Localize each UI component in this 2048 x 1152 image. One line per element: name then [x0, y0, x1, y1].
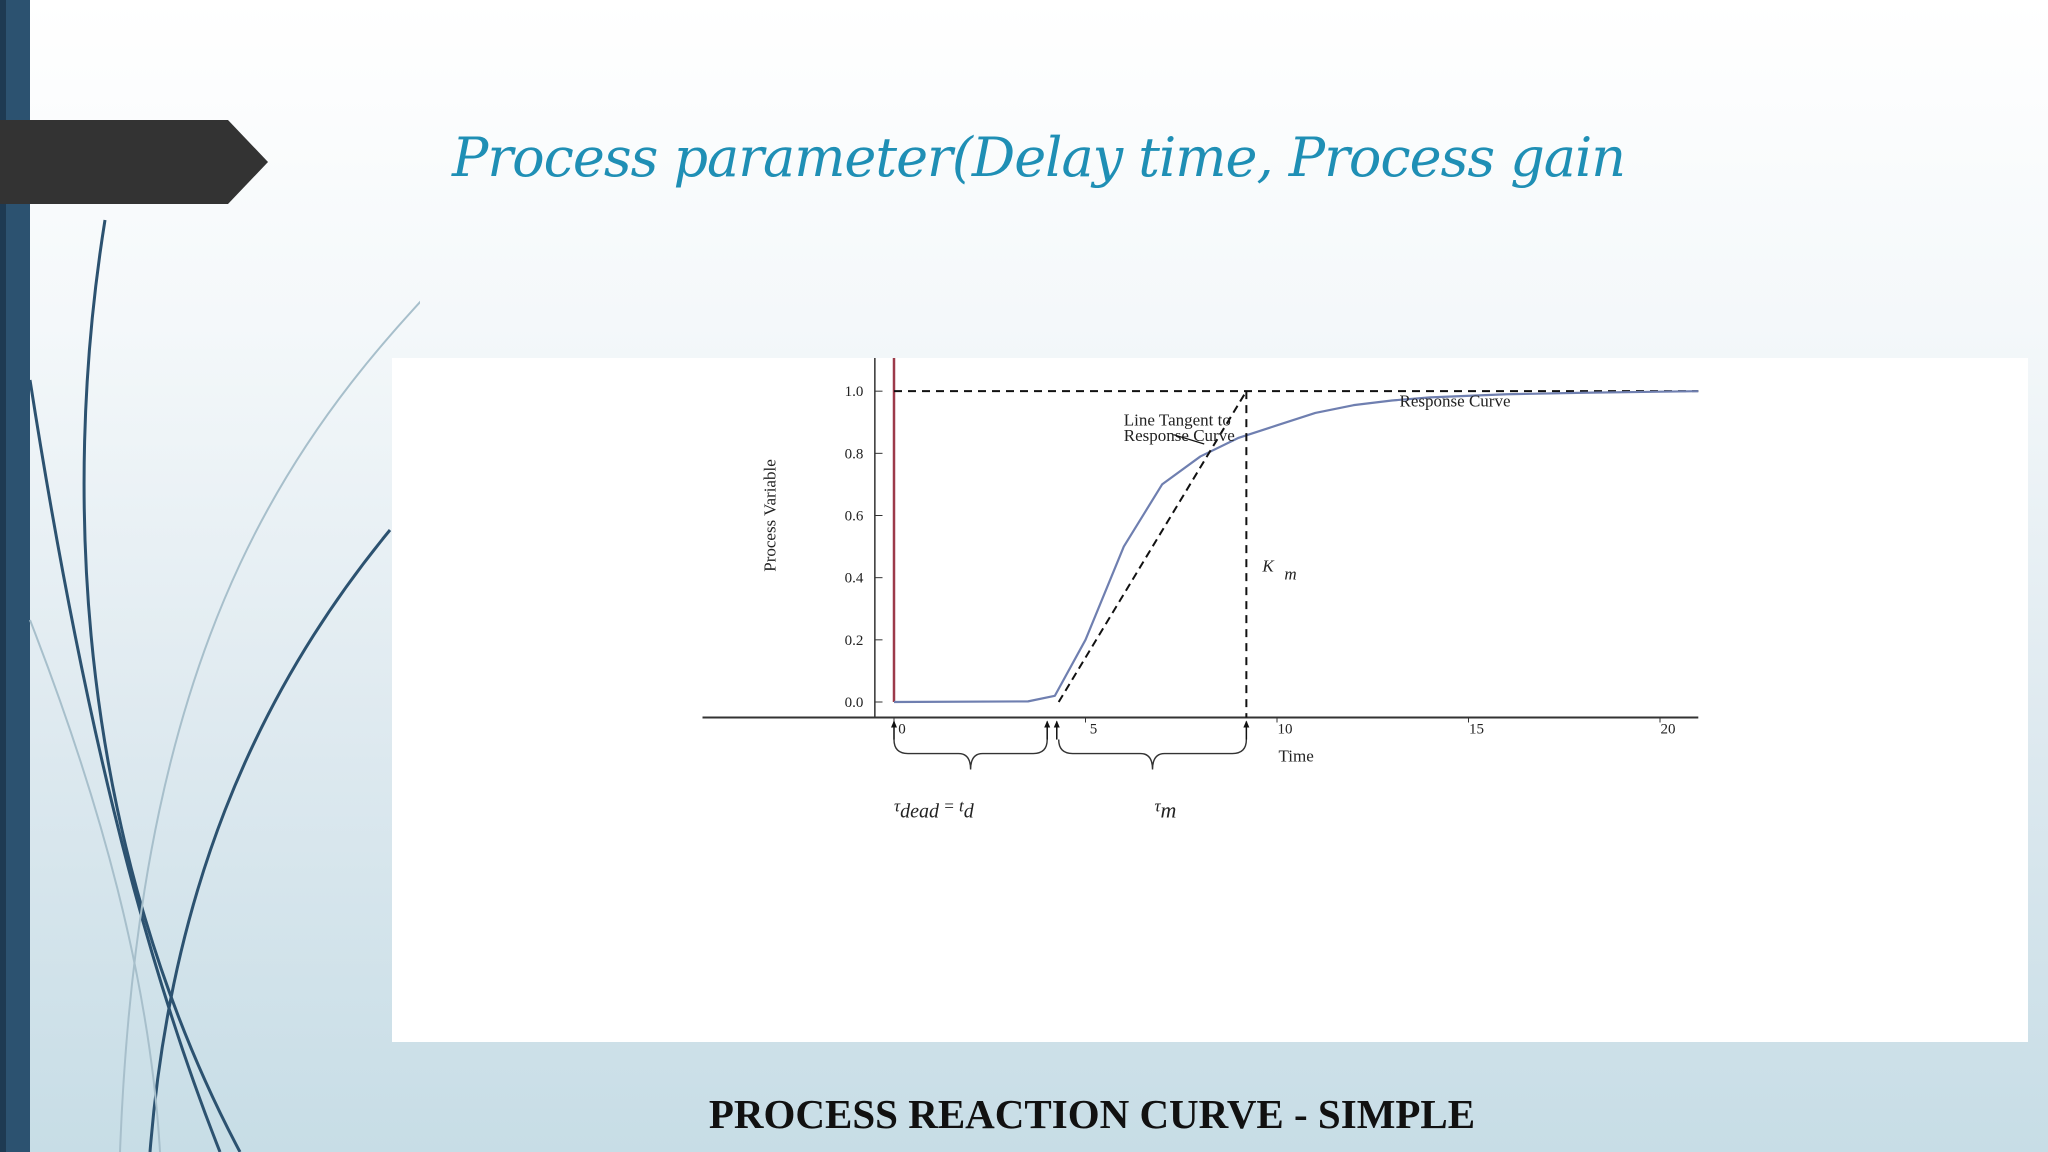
response-label: Response Curve	[1400, 391, 1511, 410]
y-tick-label: 0.4	[845, 571, 864, 587]
dead-time-brace	[893, 739, 1048, 770]
gain-label: K	[1261, 556, 1275, 575]
step-input-line	[892, 358, 896, 702]
tangent-label-line1: Line Tangent to	[1124, 410, 1231, 429]
x-tick-label: 10	[1278, 722, 1293, 738]
response-curve	[893, 390, 1699, 704]
figure-panel: 0.00.20.40.60.81.01.205101520TimeProcess…	[392, 358, 2028, 1042]
y-tick-label: 0.6	[845, 509, 864, 525]
tangent-line	[1057, 390, 1248, 703]
time-constant-label: τm	[1154, 797, 1176, 823]
tangent-label-line2: Response Curve	[1124, 426, 1235, 445]
process-reaction-chart: 0.00.20.40.60.81.01.205101520TimeProcess…	[702, 358, 1699, 823]
x-tick-label: 5	[1090, 722, 1098, 738]
gain-label-sub: m	[1284, 564, 1296, 583]
y-axis-label: Process Variable	[760, 459, 779, 572]
y-tick-label: 0.8	[845, 446, 864, 462]
time-constant-brace	[1057, 739, 1248, 770]
time-marker-arrowhead	[1053, 720, 1060, 728]
y-tick-label: 0.2	[845, 633, 864, 649]
title-tab-arrow	[0, 120, 268, 204]
left-accent-bar-edge	[0, 0, 6, 1152]
slide-title: Process parameter(Delay time, Process ga…	[452, 126, 1626, 189]
time-marker-arrowhead	[1243, 720, 1250, 728]
time-marker-arrowhead	[891, 720, 897, 728]
y-tick-label: 0.0	[845, 695, 864, 711]
x-tick-label: 0	[898, 722, 906, 738]
x-tick-label: 15	[1469, 722, 1484, 738]
tangent-pointer	[1173, 434, 1205, 445]
x-tick-label: 20	[1661, 722, 1676, 738]
dead-time-label: τdead = td	[894, 797, 975, 823]
y-tick-label: 1.0	[845, 384, 864, 400]
decorative-swooshes	[28, 219, 420, 1152]
slide-caption: PROCESS REACTION CURVE - SIMPLE	[708, 1091, 1476, 1137]
x-axis-label: Time	[1279, 747, 1314, 766]
time-marker-arrowhead	[1044, 720, 1051, 728]
